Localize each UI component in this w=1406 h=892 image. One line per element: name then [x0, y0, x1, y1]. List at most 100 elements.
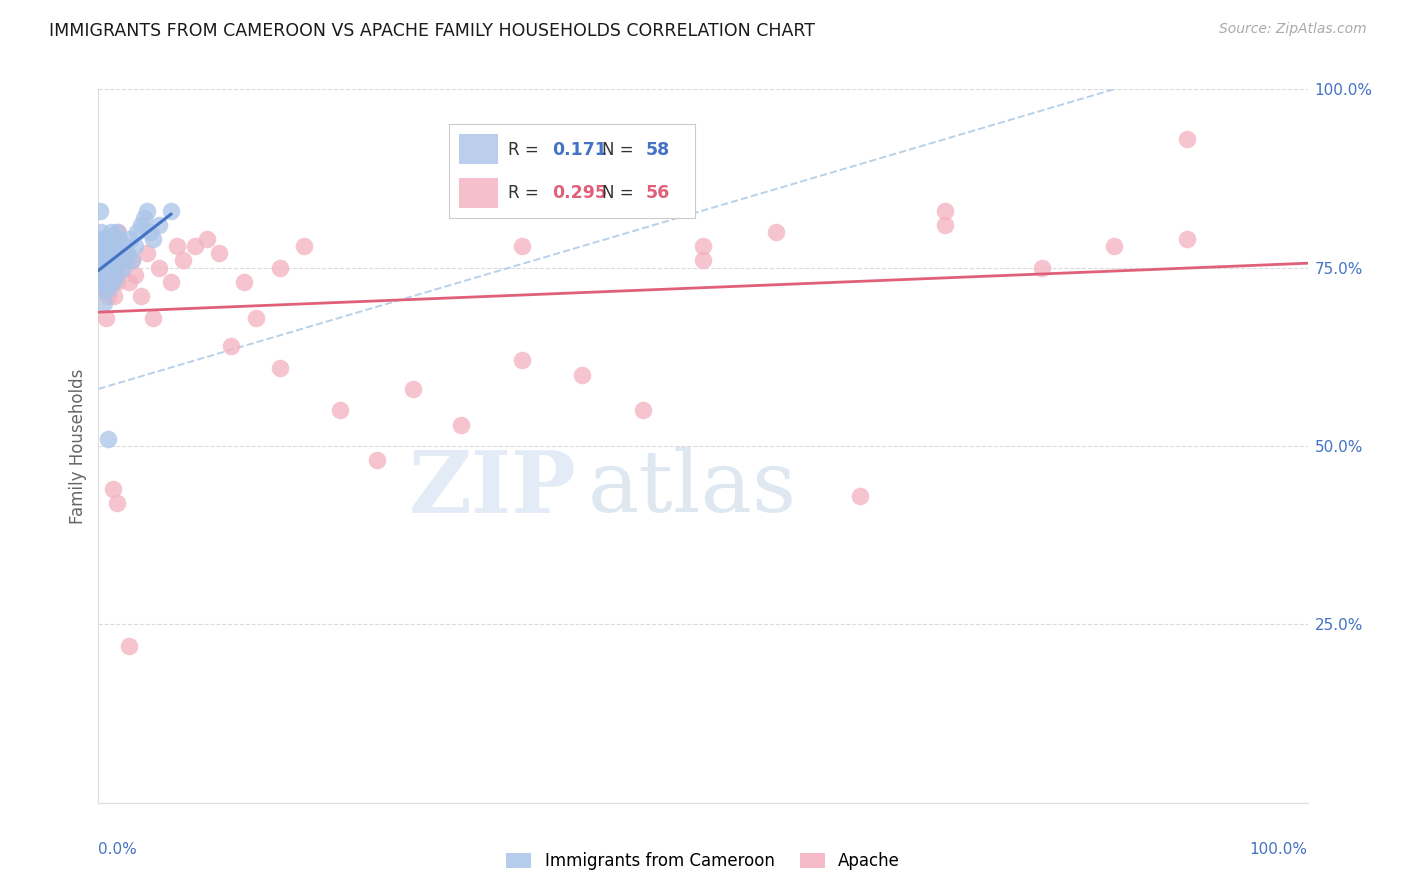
- Point: [124, 239, 146, 253]
- Point: [849, 489, 872, 503]
- Point: [510, 239, 533, 253]
- Point: [1175, 232, 1198, 246]
- Point: [107, 253, 129, 268]
- Point: [172, 253, 194, 268]
- Point: [221, 339, 243, 353]
- Point: [148, 260, 170, 275]
- Text: atlas: atlas: [588, 447, 797, 531]
- Point: [934, 203, 956, 218]
- Point: [166, 239, 188, 253]
- Text: 56: 56: [645, 185, 671, 202]
- Point: [93, 232, 115, 246]
- Point: [96, 268, 118, 282]
- Point: [121, 253, 143, 268]
- FancyBboxPatch shape: [458, 178, 498, 209]
- Point: [100, 253, 122, 268]
- Text: R =: R =: [508, 185, 544, 202]
- Point: [94, 239, 117, 253]
- Point: [160, 275, 183, 289]
- Point: [139, 225, 162, 239]
- Point: [103, 289, 125, 303]
- Point: [245, 310, 267, 325]
- Point: [108, 246, 131, 260]
- Point: [402, 382, 425, 396]
- Point: [510, 353, 533, 368]
- Text: N =: N =: [602, 185, 638, 202]
- Point: [90, 260, 112, 275]
- Point: [269, 360, 291, 375]
- Point: [97, 260, 120, 275]
- Point: [91, 232, 114, 246]
- Point: [142, 232, 165, 246]
- Point: [97, 282, 120, 296]
- Point: [90, 225, 112, 239]
- Point: [1102, 239, 1125, 253]
- Point: [571, 368, 593, 382]
- Point: [97, 289, 120, 303]
- Point: [160, 203, 183, 218]
- Point: [1031, 260, 1053, 275]
- Point: [111, 260, 134, 275]
- Text: N =: N =: [602, 141, 638, 159]
- Point: [114, 246, 136, 260]
- Point: [93, 282, 115, 296]
- Point: [91, 282, 114, 296]
- Text: ZIP: ZIP: [408, 447, 576, 531]
- Point: [118, 275, 141, 289]
- Point: [97, 432, 120, 446]
- Point: [631, 403, 654, 417]
- Point: [111, 253, 134, 268]
- Point: [114, 253, 136, 268]
- Point: [98, 232, 121, 246]
- Point: [91, 260, 114, 275]
- Point: [692, 239, 714, 253]
- Text: 0.295: 0.295: [553, 185, 607, 202]
- Point: [96, 275, 118, 289]
- Point: [117, 246, 139, 260]
- Point: [96, 232, 118, 246]
- Point: [112, 239, 135, 253]
- Point: [91, 268, 114, 282]
- Legend: Immigrants from Cameroon, Apache: Immigrants from Cameroon, Apache: [499, 846, 907, 877]
- Point: [101, 482, 124, 496]
- Text: R =: R =: [508, 141, 544, 159]
- FancyBboxPatch shape: [458, 135, 498, 164]
- Point: [103, 260, 125, 275]
- Point: [105, 275, 128, 289]
- Point: [100, 225, 122, 239]
- Point: [93, 275, 115, 289]
- Point: [118, 639, 141, 653]
- Point: [105, 268, 128, 282]
- Point: [135, 203, 157, 218]
- Point: [91, 239, 114, 253]
- Point: [124, 268, 146, 282]
- Point: [108, 232, 131, 246]
- Point: [107, 225, 129, 239]
- Point: [148, 218, 170, 232]
- Point: [765, 225, 787, 239]
- Point: [101, 239, 124, 253]
- Text: Source: ZipAtlas.com: Source: ZipAtlas.com: [1219, 22, 1367, 37]
- Point: [195, 232, 218, 246]
- Text: 0.0%: 0.0%: [98, 842, 138, 857]
- Point: [105, 496, 128, 510]
- Point: [121, 253, 143, 268]
- Point: [101, 268, 124, 282]
- Point: [94, 275, 117, 289]
- Point: [135, 246, 157, 260]
- Point: [100, 275, 122, 289]
- Point: [134, 211, 156, 225]
- Point: [100, 253, 122, 268]
- Point: [97, 246, 120, 260]
- Point: [269, 260, 291, 275]
- Point: [329, 403, 352, 417]
- Point: [93, 246, 115, 260]
- Point: [101, 275, 124, 289]
- Point: [129, 218, 152, 232]
- Text: 100.0%: 100.0%: [1250, 842, 1308, 857]
- Point: [104, 246, 127, 260]
- Text: 0.171: 0.171: [553, 141, 607, 159]
- Point: [98, 268, 121, 282]
- Point: [90, 239, 112, 253]
- Text: 58: 58: [645, 141, 671, 159]
